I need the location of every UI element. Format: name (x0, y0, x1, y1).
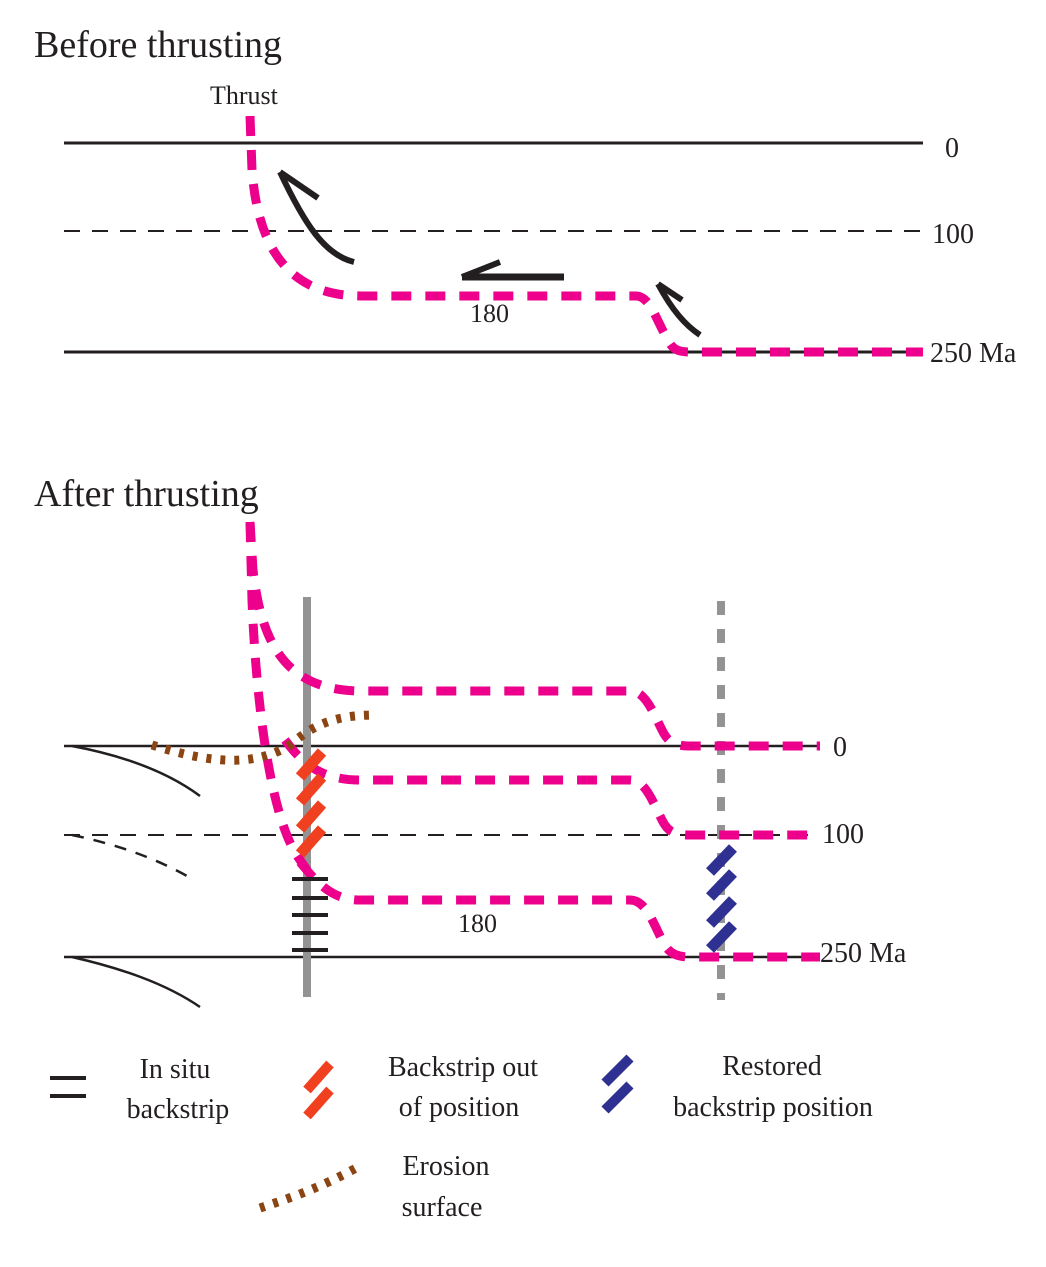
before-thrusting-panel: Before thrusting Thrust 0 100 250 Ma 180 (34, 24, 1017, 369)
displaced-horizon-250 (296, 859, 820, 962)
out-of-position-backstrip-icon (303, 1060, 334, 1120)
footwall-curve-250 (71, 955, 201, 1009)
arrowhead-straight-icon (460, 259, 502, 280)
after-thrusting-panel: After thrusting 0 100 250 Ma 180 (34, 473, 907, 1009)
before-title: Before thrusting (34, 24, 282, 66)
after-depth-label-180: 180 (458, 909, 497, 938)
legend-erosion-line1: Erosion (402, 1151, 489, 1182)
after-horizon-label-0: 0 (833, 732, 847, 763)
in-situ-backstrip (292, 877, 328, 952)
horizon-label-0: 0 (945, 133, 959, 164)
thrust-fault-footwall (245, 521, 311, 873)
legend-restored-line1: Restored (722, 1051, 822, 1082)
restored-backstrip-icon (601, 1054, 634, 1114)
out-of-position-backstrip (295, 748, 327, 858)
displaced-horizon-0 (245, 521, 820, 751)
legend-in-situ-line1: In situ (140, 1054, 211, 1085)
restored-backstrip (706, 844, 737, 953)
legend-out-of-position-line1: Backstrip out (388, 1052, 538, 1083)
footwall-curve-0 (71, 744, 201, 798)
legend-item-restored: Restored backstrip position (601, 1051, 873, 1123)
arrowhead-upper-icon (278, 169, 320, 201)
horizon-label-250: 250 Ma (930, 338, 1017, 369)
thrust-fault-line (245, 115, 923, 357)
curved-arrow-upper (277, 170, 355, 265)
legend-item-in-situ: In situ backstrip (50, 1054, 229, 1125)
legend-erosion-line2: surface (402, 1192, 483, 1223)
curved-arrow-lower (655, 282, 702, 338)
horizon-label-100: 100 (932, 219, 974, 250)
displaced-horizon-100 (281, 737, 820, 840)
legend-out-of-position-line2: of position (399, 1092, 520, 1123)
in-situ-backstrip-icon (50, 1076, 86, 1098)
after-horizon-label-250: 250 Ma (820, 938, 907, 969)
legend: In situ backstrip Backstrip out of posit… (50, 1051, 873, 1223)
legend-item-erosion: Erosion surface (258, 1151, 490, 1223)
arrowhead-lower-icon (656, 281, 684, 303)
legend-in-situ-line2: backstrip (127, 1094, 230, 1125)
thrust-label: Thrust (210, 81, 279, 110)
depth-label-180: 180 (470, 299, 509, 328)
footwall-curve-100 (71, 833, 195, 882)
erosion-surface-icon (258, 1163, 361, 1213)
after-title: After thrusting (34, 473, 259, 515)
after-horizon-label-100: 100 (822, 819, 864, 850)
legend-restored-line2: backstrip position (673, 1092, 873, 1123)
legend-item-out-of-position: Backstrip out of position (303, 1052, 538, 1123)
